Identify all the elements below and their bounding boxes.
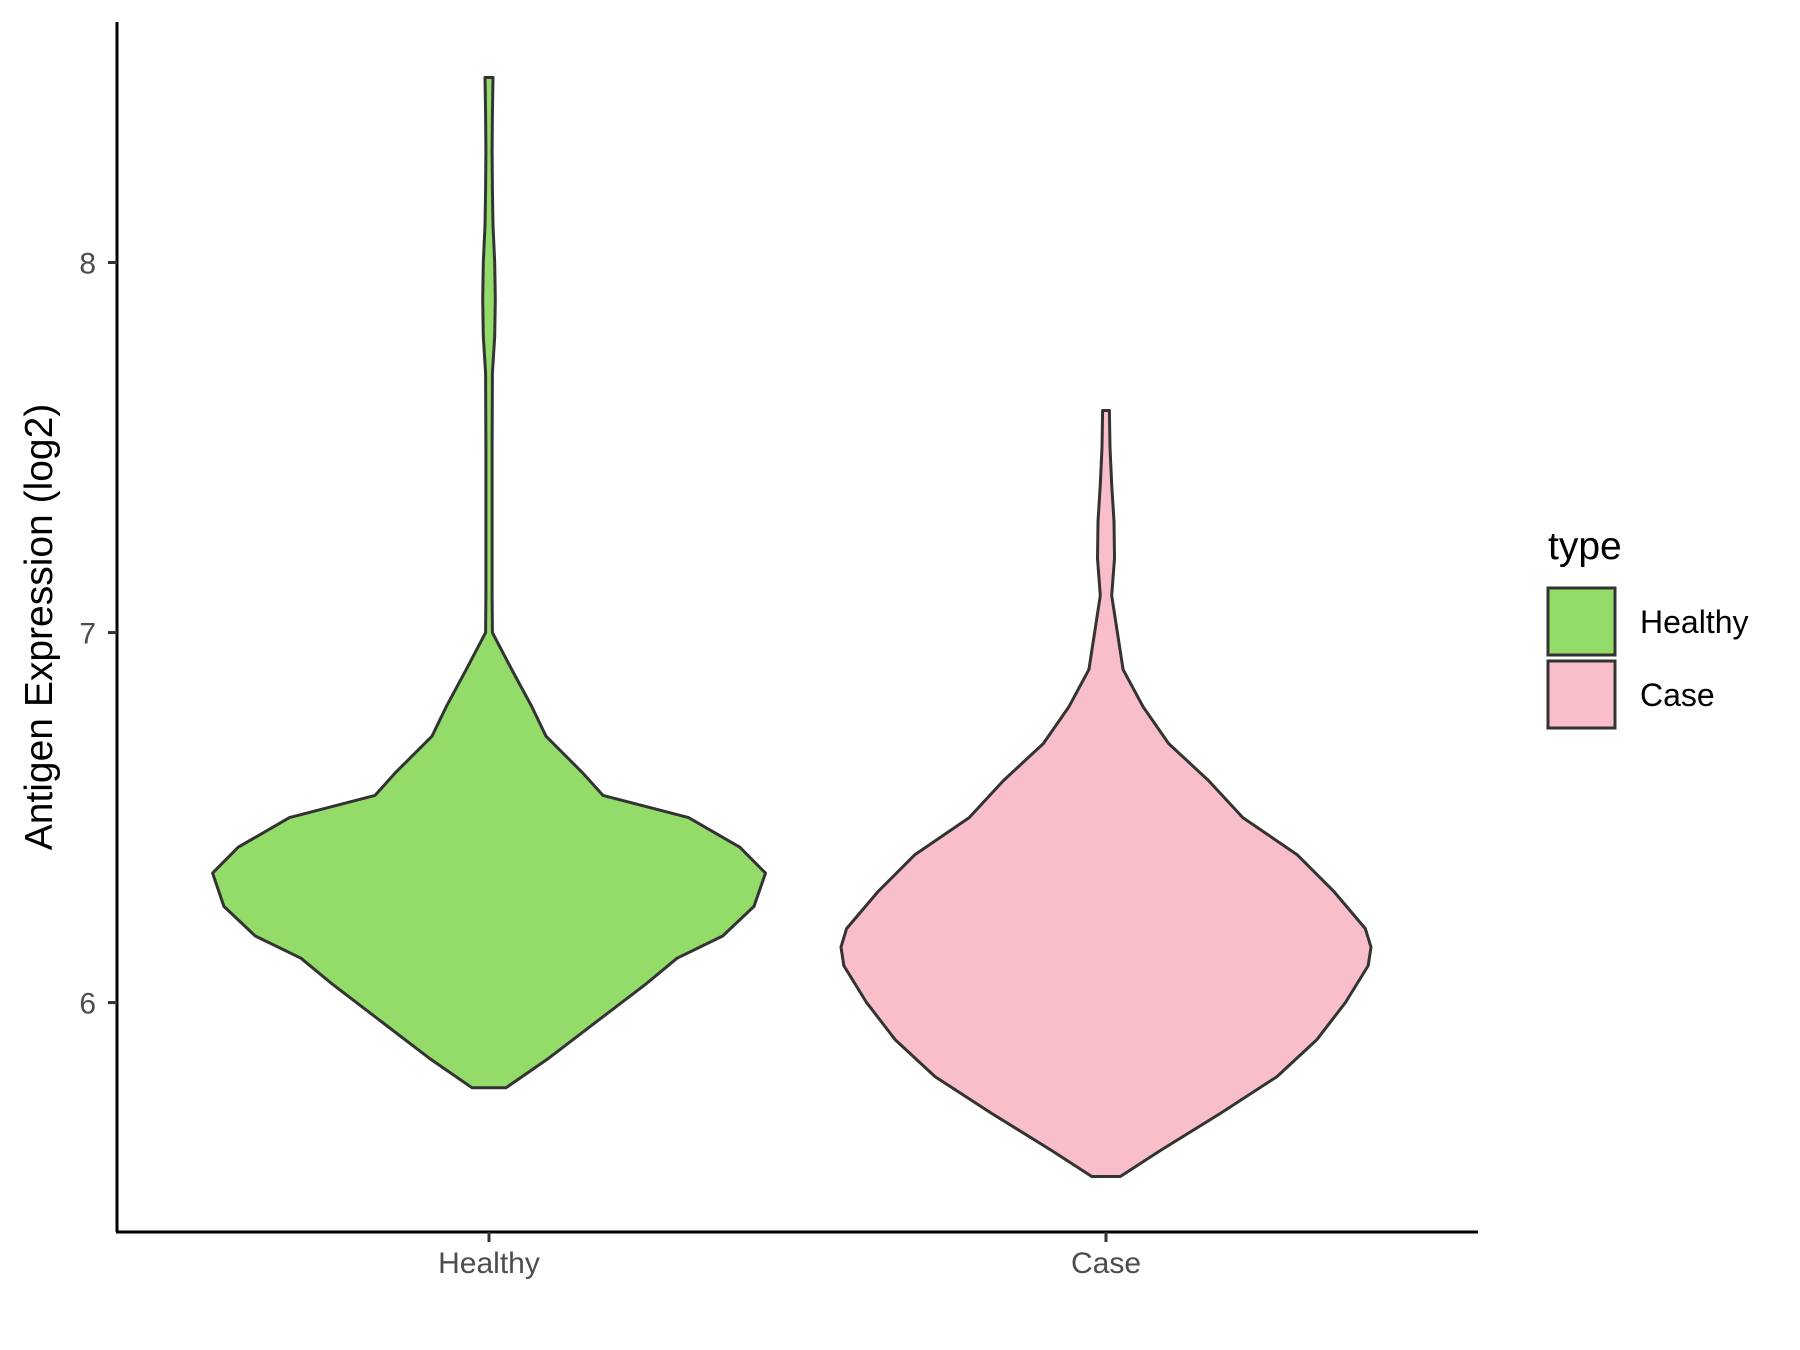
- legend-label-case: Case: [1640, 677, 1715, 713]
- y-axis-title: Antigen Expression (log2): [18, 404, 61, 851]
- y-ticks: 6 7 8: [79, 248, 117, 1021]
- legend-swatch-healthy: [1546, 586, 1617, 657]
- legend-swatch-case: [1546, 659, 1617, 730]
- y-tick-label: 8: [79, 248, 96, 281]
- y-tick-label: 7: [79, 618, 96, 651]
- y-tick-label: 6: [79, 988, 96, 1021]
- legend: type Healthy Case: [1546, 525, 1749, 730]
- violin-case: [839, 409, 1373, 1178]
- violin-healthy: [211, 76, 767, 1090]
- x-tick-label: Case: [1071, 1247, 1141, 1280]
- legend-title: type: [1548, 525, 1622, 568]
- x-tick-label: Healthy: [438, 1247, 540, 1280]
- violin-layer: [211, 76, 1373, 1178]
- legend-label-healthy: Healthy: [1640, 604, 1749, 640]
- x-ticks: Healthy Case: [438, 1232, 1141, 1280]
